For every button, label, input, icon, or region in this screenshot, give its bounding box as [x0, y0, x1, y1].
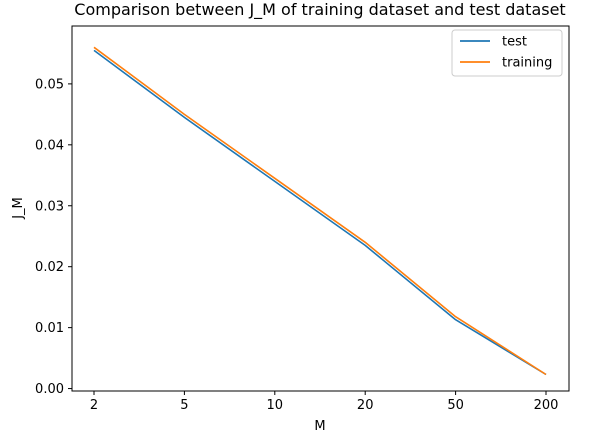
y-axis-label: J_M — [11, 197, 26, 220]
x-axis: 2 5 10 20 50 200 — [90, 391, 559, 413]
series-line-training — [93, 46, 547, 376]
y-tick-label: 0.02 — [35, 260, 64, 275]
legend: test training — [451, 29, 563, 77]
y-tick-label: 0.01 — [35, 321, 64, 336]
x-tick-label: 20 — [357, 398, 374, 413]
series-line-test — [93, 49, 547, 376]
x-tick-label: 50 — [447, 398, 464, 413]
x-axis-label: M — [314, 419, 325, 433]
y-axis: 0.00 0.01 0.02 0.03 0.04 0.05 — [35, 77, 72, 397]
y-tick-label: 0.00 — [35, 382, 64, 397]
legend-label-training: training — [502, 56, 552, 71]
x-tick-label: 10 — [267, 398, 284, 413]
x-tick-label: 2 — [90, 398, 98, 413]
x-tick-label: 200 — [534, 398, 559, 413]
series-lines — [93, 46, 547, 376]
x-tick-label: 5 — [180, 398, 188, 413]
y-tick-label: 0.03 — [35, 199, 64, 214]
plot-area — [71, 25, 570, 392]
y-tick-label: 0.04 — [35, 138, 64, 153]
legend-label-test: test — [502, 35, 527, 50]
y-tick-label: 0.05 — [35, 77, 64, 92]
chart-title: Comparison between J_M of training datas… — [74, 0, 565, 20]
